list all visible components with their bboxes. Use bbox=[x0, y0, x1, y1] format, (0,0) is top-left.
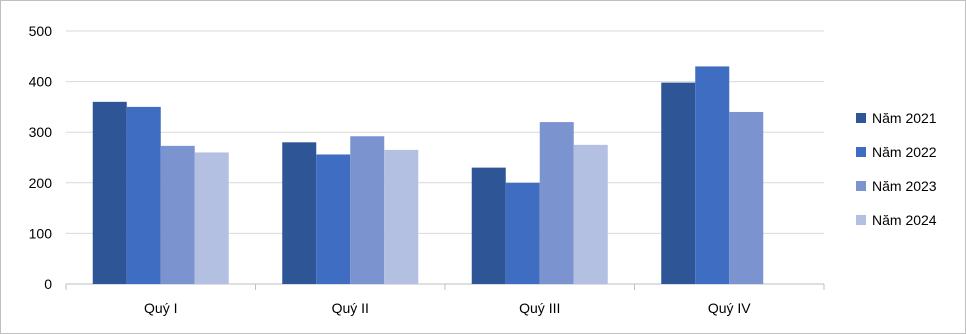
y-tick-label: 300 bbox=[29, 124, 53, 140]
bar-quý-ii-năm-2024 bbox=[384, 149, 419, 284]
legend-swatch bbox=[856, 113, 866, 123]
x-category-label: Quý IV bbox=[708, 300, 751, 316]
x-category-label: Quý II bbox=[332, 300, 369, 316]
y-tick-label: 200 bbox=[29, 175, 53, 191]
y-tick-label: 100 bbox=[29, 225, 53, 241]
bar-quý-ii-năm-2022 bbox=[316, 154, 351, 284]
bar-quý-i-năm-2024 bbox=[194, 152, 229, 284]
legend-label: Năm 2024 bbox=[872, 212, 937, 228]
legend-swatch bbox=[856, 147, 866, 157]
y-tick-label: 0 bbox=[44, 276, 52, 292]
legend-label: Năm 2023 bbox=[872, 178, 937, 194]
x-category-label: Quý III bbox=[519, 300, 560, 316]
bar-quý-i-năm-2021 bbox=[92, 101, 127, 284]
bar-quý-ii-năm-2021 bbox=[282, 142, 317, 284]
bar-quý-ii-năm-2023 bbox=[350, 136, 385, 284]
bar-quý-iv-năm-2022 bbox=[695, 66, 730, 284]
bar-quý-iv-năm-2023 bbox=[729, 111, 764, 285]
bar-quý-iii-năm-2022 bbox=[505, 182, 540, 284]
bar-quý-i-năm-2023 bbox=[160, 145, 195, 284]
y-tick-label: 400 bbox=[29, 74, 53, 90]
legend-label: Năm 2021 bbox=[872, 110, 937, 126]
bar-quý-i-năm-2022 bbox=[126, 106, 161, 285]
legend-label: Năm 2022 bbox=[872, 144, 937, 160]
y-tick-label: 500 bbox=[29, 23, 53, 39]
legend-swatch bbox=[856, 181, 866, 191]
bar-quý-iii-năm-2023 bbox=[539, 122, 574, 284]
legend-swatch bbox=[856, 215, 866, 225]
bar-quý-iii-năm-2024 bbox=[573, 144, 608, 284]
bar-quý-iii-năm-2021 bbox=[471, 167, 506, 284]
bar-quý-iv-năm-2021 bbox=[661, 82, 696, 284]
x-category-label: Quý I bbox=[144, 300, 177, 316]
